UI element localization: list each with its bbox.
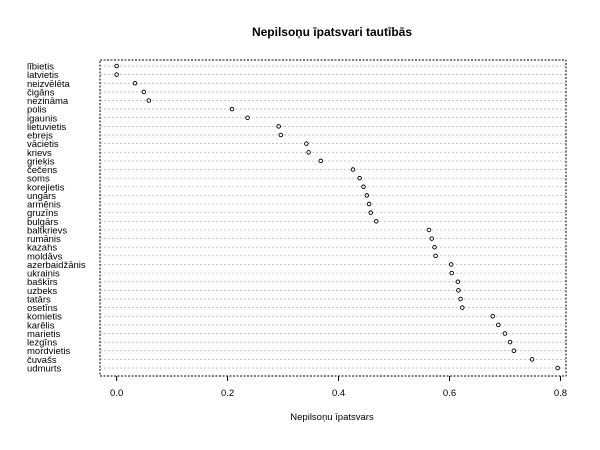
- category-labels: lībietislatvietisneizvēlētačigānsnezinām…: [27, 62, 86, 375]
- data-point: [502, 331, 508, 336]
- data-point: [426, 227, 432, 233]
- category-label: gruzīns: [27, 208, 58, 219]
- plot-frame: [99, 59, 567, 377]
- category-label: karēlis: [27, 320, 55, 331]
- category-label: čečens: [27, 165, 57, 176]
- category-label: kazahs: [27, 243, 57, 254]
- x-axis-label: Nepilsoņu īpatsvars: [290, 412, 374, 423]
- data-point: [366, 201, 372, 207]
- data-point: [114, 72, 119, 77]
- category-label: baltkrievs: [27, 225, 67, 236]
- category-label: nezināma: [27, 96, 69, 107]
- data-point: [318, 158, 324, 164]
- data-point: [229, 106, 235, 112]
- data-point: [449, 270, 454, 276]
- data-point: [433, 253, 438, 259]
- category-label: čuvašs: [27, 355, 57, 366]
- data-point: [490, 313, 496, 319]
- category-label: armēnis: [27, 200, 61, 211]
- category-label: komietis: [27, 312, 62, 323]
- category-label: ungārs: [27, 191, 56, 202]
- x-axis: 0.0 0.2 0.4 0.6 0.8: [110, 376, 567, 399]
- category-label: baškīrs: [27, 277, 58, 288]
- category-label: polis: [27, 105, 47, 116]
- category-label: udmurts: [27, 364, 62, 375]
- gridlines: [100, 65, 566, 369]
- data-point: [276, 124, 281, 129]
- data-point: [278, 132, 284, 138]
- category-label: moldāvs: [27, 251, 63, 262]
- category-label: krievs: [27, 148, 52, 159]
- category-label: tatārs: [27, 294, 51, 305]
- category-label: neizvēlēta: [27, 79, 70, 90]
- data-point: [374, 219, 379, 224]
- category-label: bulgārs: [27, 217, 58, 228]
- data-point: [455, 279, 461, 284]
- data-point: [496, 322, 501, 328]
- data-point: [555, 365, 560, 371]
- category-label: vācietis: [27, 139, 59, 150]
- data-point: [429, 236, 434, 241]
- category-label: rumānis: [27, 234, 61, 245]
- category-label: uzbeks: [27, 286, 57, 297]
- data-point: [357, 175, 362, 181]
- category-label: čigāns: [27, 87, 55, 98]
- category-label: lībietis: [27, 62, 54, 73]
- data-point: [146, 98, 152, 103]
- category-label: marietis: [27, 329, 61, 340]
- data-points: [114, 63, 560, 371]
- category-label: grieķis: [27, 156, 55, 167]
- category-label: ukrainis: [27, 269, 60, 280]
- data-point: [361, 184, 366, 190]
- x-tick-label: 0.6: [443, 388, 456, 399]
- data-point: [456, 288, 461, 293]
- data-point: [306, 150, 311, 155]
- data-point: [529, 357, 535, 362]
- category-label: ebrejs: [27, 131, 53, 142]
- category-label: korejietis: [27, 182, 65, 193]
- x-tick-label: 0.8: [554, 388, 567, 399]
- data-point: [141, 89, 147, 95]
- data-point: [245, 115, 250, 121]
- data-point: [460, 305, 465, 310]
- category-label: azerbaidžānis: [27, 260, 86, 271]
- data-point: [114, 63, 119, 69]
- category-label: osetīns: [27, 303, 58, 314]
- data-point: [132, 81, 138, 86]
- data-point: [448, 262, 454, 267]
- category-label: mordvietis: [27, 346, 71, 357]
- x-tick-label: 0.2: [221, 388, 234, 399]
- category-label: latvietis: [27, 70, 59, 81]
- data-point: [432, 244, 437, 250]
- x-tick-label: 0.4: [332, 388, 345, 399]
- data-point: [304, 141, 309, 146]
- category-label: soms: [27, 174, 50, 185]
- data-point: [350, 167, 356, 172]
- data-point: [368, 210, 373, 215]
- chart-title: Nepilsoņu īpatsvari tautībās: [252, 25, 412, 39]
- data-point: [511, 348, 517, 353]
- category-label: lezgīns: [27, 338, 57, 349]
- data-point: [364, 193, 370, 198]
- x-tick-label: 0.0: [110, 388, 123, 399]
- data-point: [507, 339, 513, 345]
- category-label: lietuvietis: [27, 122, 66, 133]
- category-label: igaunis: [27, 113, 57, 124]
- data-point: [458, 296, 463, 302]
